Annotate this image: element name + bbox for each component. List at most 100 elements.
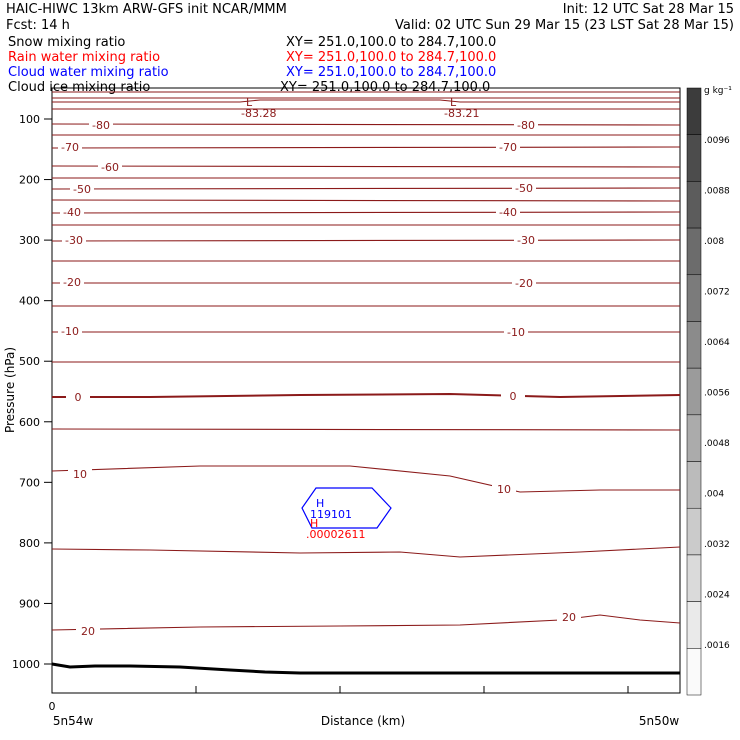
minimum-right-value: -83.21 xyxy=(444,107,479,120)
valid-time: Valid: 02 UTC Sun 29 Mar 15 (23 LST Sat … xyxy=(395,18,734,33)
terrain-line xyxy=(51,662,680,675)
contour-label: -80 xyxy=(92,119,110,132)
x-axis-label: Distance (km) xyxy=(321,714,405,728)
colorbar-label: .0032 xyxy=(704,540,730,550)
temperature-contour-line xyxy=(51,165,681,168)
colorbar-label: .0024 xyxy=(704,591,730,601)
contour-label-bg xyxy=(504,325,528,338)
contour-label-bg xyxy=(501,389,525,402)
y-tick-label: 600 xyxy=(19,416,40,429)
contour-label: 0 xyxy=(75,391,82,404)
contour-label-bg xyxy=(512,276,536,289)
field-xy-rain: XY= 251.0,100.0 to 284.7,100.0 xyxy=(286,50,497,65)
colorbar-label: .004 xyxy=(704,490,724,500)
contour-label: -10 xyxy=(61,325,79,338)
y-tick-label: 900 xyxy=(19,597,40,610)
colorbar-swatch xyxy=(686,227,702,276)
contour-label-bg xyxy=(512,181,536,194)
colorbar-label: .0072 xyxy=(704,288,730,298)
temperature-contour-line xyxy=(51,465,680,493)
colorbar-swatch xyxy=(686,461,702,509)
contour-label-bg xyxy=(514,233,538,246)
y-tick-label: 700 xyxy=(19,476,40,489)
field-name-cloudwater: Cloud water mixing ratio xyxy=(8,65,169,80)
colorbar-swatch xyxy=(686,414,702,462)
contour-label-bg xyxy=(514,118,538,131)
colorbar-swatch xyxy=(686,507,702,556)
colorbar-swatch xyxy=(686,554,702,602)
colorbar-label: .0056 xyxy=(704,389,730,399)
colorbar-swatch xyxy=(686,367,702,416)
colorbar-label: .0016 xyxy=(704,641,730,651)
temperature-contour-line xyxy=(52,392,681,399)
contour-label-bg xyxy=(70,182,94,195)
field-name-snow: Snow mixing ratio xyxy=(8,35,126,50)
temperature-contour-line xyxy=(51,146,681,149)
temperature-contour-line xyxy=(52,99,680,103)
y-tick-label: 100 xyxy=(19,113,40,126)
minimum-right-letter: L xyxy=(450,96,457,109)
colorbar-label: .0096 xyxy=(704,136,730,146)
contour-label: 20 xyxy=(81,625,95,638)
cloud-water-max-value: 119101 xyxy=(310,508,352,521)
contour-label: -60 xyxy=(101,161,119,174)
plot-title: HAIC-HIWC 13km ARW-GFS init NCAR/MMM xyxy=(6,2,287,17)
contour-label-bg xyxy=(89,118,113,131)
y-axis: 100 200 300 400 500 600 700 800 900 1000 xyxy=(12,113,52,671)
colorbar-unit: g kg⁻¹ xyxy=(704,86,732,96)
contour-label: -50 xyxy=(73,183,91,196)
y-tick-label: 1000 xyxy=(12,658,40,671)
contour-label-bg xyxy=(496,205,520,218)
forecast-hour: Fcst: 14 h xyxy=(6,18,70,33)
temperature-contour-line xyxy=(51,211,681,214)
colorbar-swatch xyxy=(686,648,702,696)
contour-label-bg xyxy=(62,233,86,246)
cloud-water-contour xyxy=(301,487,392,529)
temperature-contour-line xyxy=(51,187,681,190)
colorbar-swatch xyxy=(686,321,702,369)
contour-label-bg xyxy=(58,324,82,337)
contour-label: -70 xyxy=(61,141,79,154)
contour-label: 20 xyxy=(562,611,576,624)
init-time: Init: 12 UTC Sat 28 Mar 15 xyxy=(562,2,734,17)
contour-label-bg xyxy=(98,160,122,173)
contour-label-bg xyxy=(60,275,84,288)
contour-label: -80 xyxy=(517,119,535,132)
temperature-contour-line xyxy=(51,546,681,558)
x-left-location: 5n54w xyxy=(53,714,94,728)
cloud-water-max-letter: H xyxy=(316,497,324,510)
y-tick-label: 200 xyxy=(19,174,40,187)
contour-label-bg xyxy=(496,140,520,153)
contour-label-bg xyxy=(557,610,581,623)
contour-label: 10 xyxy=(73,468,87,481)
colorbar-label: .0048 xyxy=(704,439,730,449)
contour-label: -40 xyxy=(63,206,81,219)
field-xy-cloudwater: XY= 251.0,100.0 to 284.7,100.0 xyxy=(286,65,497,80)
colorbar-label: .0088 xyxy=(704,187,730,197)
colorbar-swatch xyxy=(686,134,702,182)
colorbar-swatch xyxy=(686,87,702,135)
temperature-contour-line xyxy=(51,123,681,126)
contour-label: -50 xyxy=(515,182,533,195)
temperature-contour-line xyxy=(51,239,681,242)
temperature-contour-line xyxy=(51,428,681,431)
y-tick-label: 300 xyxy=(19,234,40,247)
field-name-rain: Rain water mixing ratio xyxy=(8,50,161,65)
colorbar-label: .008 xyxy=(704,237,724,247)
x-right-location: 5n50w xyxy=(639,714,680,728)
x-axis xyxy=(51,686,629,693)
minimum-left-value: -83.28 xyxy=(241,107,276,120)
contour-label: -20 xyxy=(515,277,533,290)
minimum-left-letter: L xyxy=(246,96,253,109)
contour-label-bg xyxy=(492,482,516,495)
contour-label: -30 xyxy=(65,234,83,247)
colorbar-label: .0064 xyxy=(704,338,730,348)
contour-label: -70 xyxy=(499,141,517,154)
temperature-contour-line xyxy=(51,199,681,202)
contour-label: 0 xyxy=(510,390,517,403)
rain-water-max-value: .00002611 xyxy=(306,528,366,541)
colorbar-swatch xyxy=(686,181,702,229)
contour-label: -10 xyxy=(507,326,525,339)
temperature-contour-line xyxy=(51,614,681,631)
